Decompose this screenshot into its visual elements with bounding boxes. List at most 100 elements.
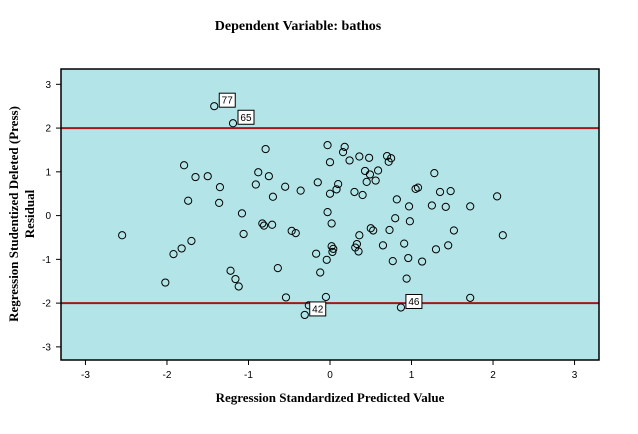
data-point	[268, 192, 278, 201]
data-point	[405, 217, 414, 226]
point-label-box	[405, 293, 423, 309]
y-tick-label: -1	[42, 255, 51, 266]
data-point	[365, 153, 374, 162]
point-label-65: 65	[237, 109, 255, 125]
data-point	[281, 293, 291, 302]
x-axis-label: Regression Standardized Predicted Value	[216, 390, 445, 405]
point-label-text: 65	[240, 113, 252, 124]
data-point	[226, 266, 235, 275]
data-point	[268, 220, 277, 229]
data-point	[322, 255, 331, 264]
data-point	[177, 244, 186, 253]
y-tick-label: 1	[45, 167, 51, 178]
point-label-text: 77	[222, 96, 234, 107]
point-label-text: 42	[312, 304, 324, 315]
data-point	[446, 186, 455, 196]
data-point	[264, 172, 273, 181]
x-tick-label: 1	[409, 370, 415, 381]
data-point	[323, 207, 332, 217]
y-tick-label: 0	[45, 211, 51, 222]
data-point	[387, 154, 396, 163]
data-point	[234, 282, 243, 291]
data-point	[329, 244, 338, 253]
data-point	[273, 264, 282, 273]
data-point	[413, 183, 423, 192]
data-point	[391, 214, 400, 223]
data-point	[228, 119, 238, 128]
data-point	[378, 241, 388, 250]
point-label-box	[218, 92, 236, 108]
data-point	[444, 241, 453, 250]
data-point	[340, 142, 349, 151]
data-point	[187, 236, 196, 246]
data-point	[287, 226, 296, 236]
point-label-42: 42	[309, 301, 327, 317]
data-point	[373, 166, 383, 175]
data-point	[313, 178, 322, 187]
data-point	[396, 303, 406, 312]
data-point	[366, 224, 375, 233]
data-point	[118, 231, 127, 240]
data-point	[350, 187, 359, 197]
x-tick-label: -2	[163, 370, 172, 381]
x-tick-label: 3	[572, 370, 578, 381]
point-label-77: 77	[218, 92, 236, 108]
data-point	[402, 274, 411, 283]
data-point	[334, 179, 343, 189]
data-point	[215, 198, 224, 208]
data-point	[281, 182, 290, 191]
data-point	[203, 172, 212, 181]
data-point	[358, 190, 367, 200]
data-point	[179, 161, 189, 170]
data-point	[435, 187, 445, 197]
data-point	[362, 177, 371, 186]
data-point	[385, 225, 394, 235]
data-point	[169, 250, 178, 259]
y-axis-label: Regression Studentized Deleted (Press) R…	[6, 106, 37, 322]
x-axis-ticks: -3 -2 -1 0 1 2 3	[81, 360, 578, 381]
data-point	[382, 151, 392, 161]
point-label-46: 46	[405, 293, 423, 309]
point-label-box	[309, 301, 327, 317]
data-point	[371, 176, 380, 185]
data-point	[321, 292, 331, 302]
data-point	[327, 219, 336, 228]
data-point	[312, 249, 321, 258]
data-point	[369, 226, 378, 235]
chart-title: Dependent Variable: bathos	[215, 19, 382, 34]
data-point	[296, 186, 305, 195]
y-tick-label: 3	[45, 80, 51, 91]
data-point	[466, 202, 475, 211]
data-point	[231, 274, 240, 284]
y-tick-label: -3	[42, 342, 51, 353]
data-point	[316, 268, 325, 277]
data-point	[258, 219, 267, 228]
data-point	[352, 239, 361, 249]
data-point	[418, 257, 427, 266]
data-point	[400, 239, 409, 248]
data-point	[449, 226, 459, 235]
data-point	[493, 192, 502, 201]
data-point	[431, 245, 441, 254]
data-point	[191, 172, 200, 182]
data-point	[300, 310, 309, 320]
data-point	[338, 148, 348, 157]
y-tick-label: 2	[45, 124, 51, 135]
y-axis-ticks: 3 2 1 0 -1 -2 -3	[42, 80, 61, 353]
data-point	[261, 144, 270, 154]
data-point	[215, 183, 225, 192]
y-axis-label-line-1: Regression Studentized Deleted (Press)	[6, 106, 21, 322]
data-point	[237, 209, 247, 218]
data-point	[441, 202, 450, 211]
data-point	[251, 180, 260, 189]
data-point	[498, 231, 507, 240]
data-point	[430, 169, 439, 178]
x-tick-label: -3	[81, 370, 90, 381]
data-point	[325, 189, 335, 198]
point-annotations: 77 65 42 46	[218, 92, 423, 317]
data-point	[259, 221, 269, 230]
x-tick-label: 0	[327, 370, 333, 381]
x-tick-label: -1	[244, 370, 253, 381]
data-point	[254, 168, 263, 177]
